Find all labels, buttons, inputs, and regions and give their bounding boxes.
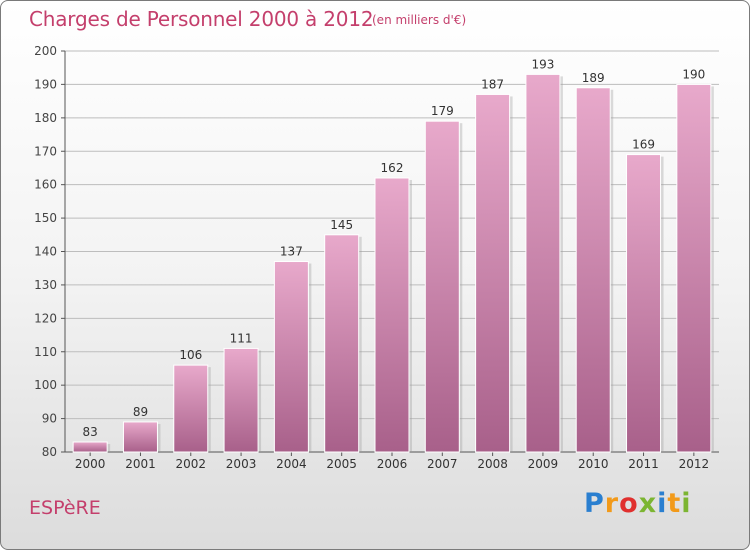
y-tick-label: 190 [34,77,57,91]
x-tick-label: 2004 [276,457,307,471]
logo-letter: i [681,488,692,519]
bar [676,83,712,453]
bar [324,234,360,453]
y-tick-label: 180 [34,111,57,125]
x-tick-label: 2007 [427,457,458,471]
x-tick-label: 2003 [226,457,257,471]
y-tick-label: 90 [42,412,57,426]
data-label: 169 [632,138,655,152]
logo-letter: o [619,488,639,519]
bar [122,421,158,453]
x-tick-label: 2008 [477,457,508,471]
data-label: 190 [682,67,705,81]
chart-subtitle: (en milliers d'€) [372,13,467,27]
data-label: 145 [330,218,353,232]
bar [575,87,611,453]
data-label: 179 [431,104,454,118]
bar [273,261,309,453]
y-tick-label: 130 [34,278,57,292]
x-tick-label: 2012 [679,457,710,471]
y-tick-label: 170 [34,144,57,158]
data-label: 111 [230,331,253,345]
y-tick-label: 100 [34,378,57,392]
bar [424,120,460,453]
data-label: 106 [179,348,202,362]
data-label: 89 [133,405,148,419]
logo-letter: P [584,488,605,519]
x-tick-label: 2002 [175,457,206,471]
bar [374,177,410,453]
logo-letter: x [638,488,658,519]
logo-letter: i [657,488,668,519]
x-tick-label: 2005 [326,457,357,471]
x-tick-label: 2006 [377,457,408,471]
bar [173,364,209,453]
bar [525,73,561,453]
x-tick-label: 2000 [75,457,106,471]
x-tick-label: 2010 [578,457,609,471]
y-tick-label: 200 [34,44,57,58]
data-label: 189 [582,71,605,85]
y-tick-label: 120 [34,311,57,325]
logo-letter: r [604,488,620,519]
y-tick-label: 80 [42,445,57,459]
proxiti-logo: Proxiti [584,488,692,519]
data-label: 137 [280,245,303,259]
data-label: 162 [381,161,404,175]
data-label: 83 [83,425,98,439]
y-tick-label: 160 [34,178,57,192]
y-tick-label: 110 [34,345,57,359]
y-tick-label: 140 [34,245,57,259]
bar [475,93,511,453]
x-tick-label: 2009 [528,457,559,471]
logo-letter: t [667,488,682,519]
x-tick-label: 2001 [125,457,156,471]
bar [626,154,662,453]
data-label: 187 [481,77,504,91]
bar [223,347,259,453]
town-name: ESPèRE [29,497,101,519]
chart-title: Charges de Personnel 2000 à 2012 [29,7,374,31]
data-label: 193 [531,57,554,71]
bar [72,441,108,453]
y-tick-label: 150 [34,211,57,225]
x-tick-label: 2011 [628,457,659,471]
